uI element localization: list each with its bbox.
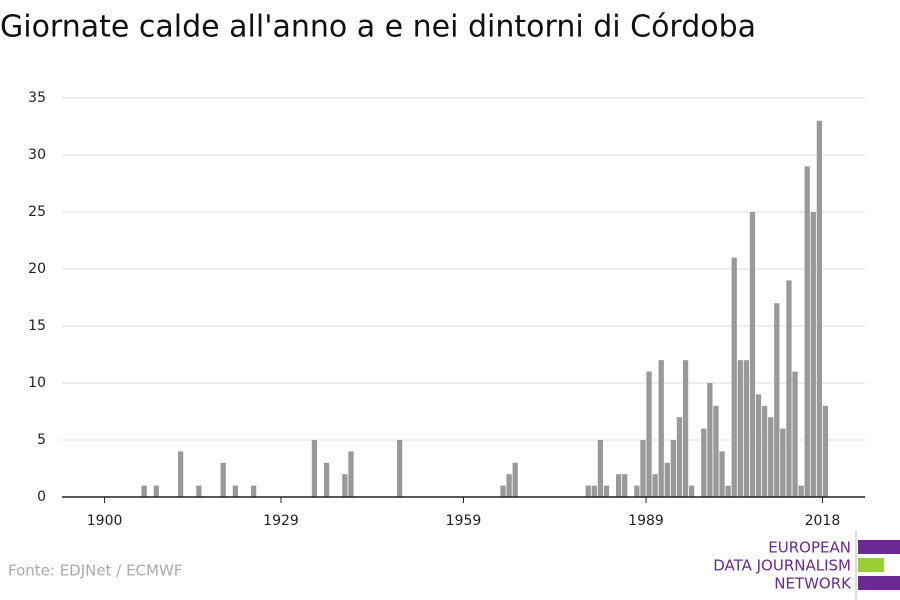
bar bbox=[196, 485, 202, 497]
y-tick-label: 0 bbox=[37, 489, 46, 505]
bar bbox=[755, 394, 762, 497]
bar bbox=[774, 303, 780, 497]
bar bbox=[597, 440, 604, 497]
bar bbox=[682, 360, 689, 497]
x-tick-label: 1900 bbox=[87, 513, 123, 529]
bar bbox=[141, 485, 147, 497]
bar bbox=[500, 485, 506, 497]
bar bbox=[743, 360, 750, 497]
x-tick-label: 1929 bbox=[263, 513, 299, 529]
bar bbox=[603, 485, 610, 497]
bar bbox=[348, 451, 354, 497]
bar bbox=[676, 417, 683, 497]
bar bbox=[780, 428, 786, 497]
bar bbox=[640, 440, 646, 497]
bar bbox=[232, 485, 239, 497]
x-tick-label: 1959 bbox=[446, 513, 482, 529]
logo: EUROPEAN DATA JOURNALISM NETWORK bbox=[713, 530, 900, 600]
bar bbox=[701, 428, 707, 497]
bar bbox=[749, 212, 756, 497]
bar bbox=[585, 485, 591, 497]
bar bbox=[725, 485, 731, 497]
y-tick-label: 15 bbox=[28, 318, 46, 334]
bar bbox=[810, 212, 816, 497]
logo-text: EUROPEAN bbox=[768, 539, 851, 557]
source: Fonte: EDJNet / ECMWF bbox=[8, 562, 182, 580]
bar bbox=[153, 485, 159, 497]
bar bbox=[646, 371, 652, 497]
bar bbox=[634, 485, 640, 497]
bar bbox=[506, 474, 512, 497]
bar bbox=[220, 462, 226, 497]
bar bbox=[719, 451, 725, 497]
bar bbox=[396, 440, 403, 497]
y-tick-label: 30 bbox=[28, 147, 46, 163]
y-tick-label: 5 bbox=[37, 432, 46, 448]
logo-bar bbox=[858, 576, 900, 590]
bar bbox=[323, 462, 330, 497]
bar bbox=[652, 474, 658, 497]
bar bbox=[250, 485, 257, 497]
bar bbox=[342, 474, 348, 497]
logo-text: NETWORK bbox=[774, 575, 852, 593]
y-tick-label: 25 bbox=[28, 204, 46, 220]
bar bbox=[804, 166, 810, 497]
bar bbox=[737, 360, 743, 497]
chart-title: Giornate calde all'anno a e nei dintorni… bbox=[0, 10, 756, 45]
x-tick-label: 1989 bbox=[628, 513, 664, 529]
bar bbox=[658, 360, 664, 497]
bar bbox=[798, 485, 804, 497]
logo-text: DATA JOURNALISM bbox=[713, 557, 851, 575]
bar bbox=[664, 462, 670, 497]
bar bbox=[177, 451, 184, 497]
bar bbox=[792, 371, 798, 497]
bar bbox=[615, 474, 622, 497]
y-tick-label: 10 bbox=[28, 375, 46, 391]
bar bbox=[707, 383, 713, 497]
bar bbox=[822, 405, 829, 497]
logo-bar bbox=[858, 558, 884, 572]
bar bbox=[512, 462, 518, 497]
bar bbox=[670, 440, 677, 497]
bar bbox=[311, 440, 318, 497]
logo-bar bbox=[858, 540, 900, 554]
bar bbox=[688, 485, 695, 497]
bar bbox=[768, 417, 774, 497]
x-tick-label: 2018 bbox=[805, 513, 841, 529]
bar bbox=[713, 405, 719, 497]
y-tick-label: 20 bbox=[28, 261, 46, 277]
bar bbox=[816, 120, 823, 498]
bar bbox=[622, 474, 628, 497]
y-tick-label: 35 bbox=[28, 90, 46, 106]
bar bbox=[786, 280, 792, 497]
bar bbox=[591, 485, 597, 497]
bar bbox=[761, 405, 768, 497]
bar bbox=[731, 257, 737, 497]
